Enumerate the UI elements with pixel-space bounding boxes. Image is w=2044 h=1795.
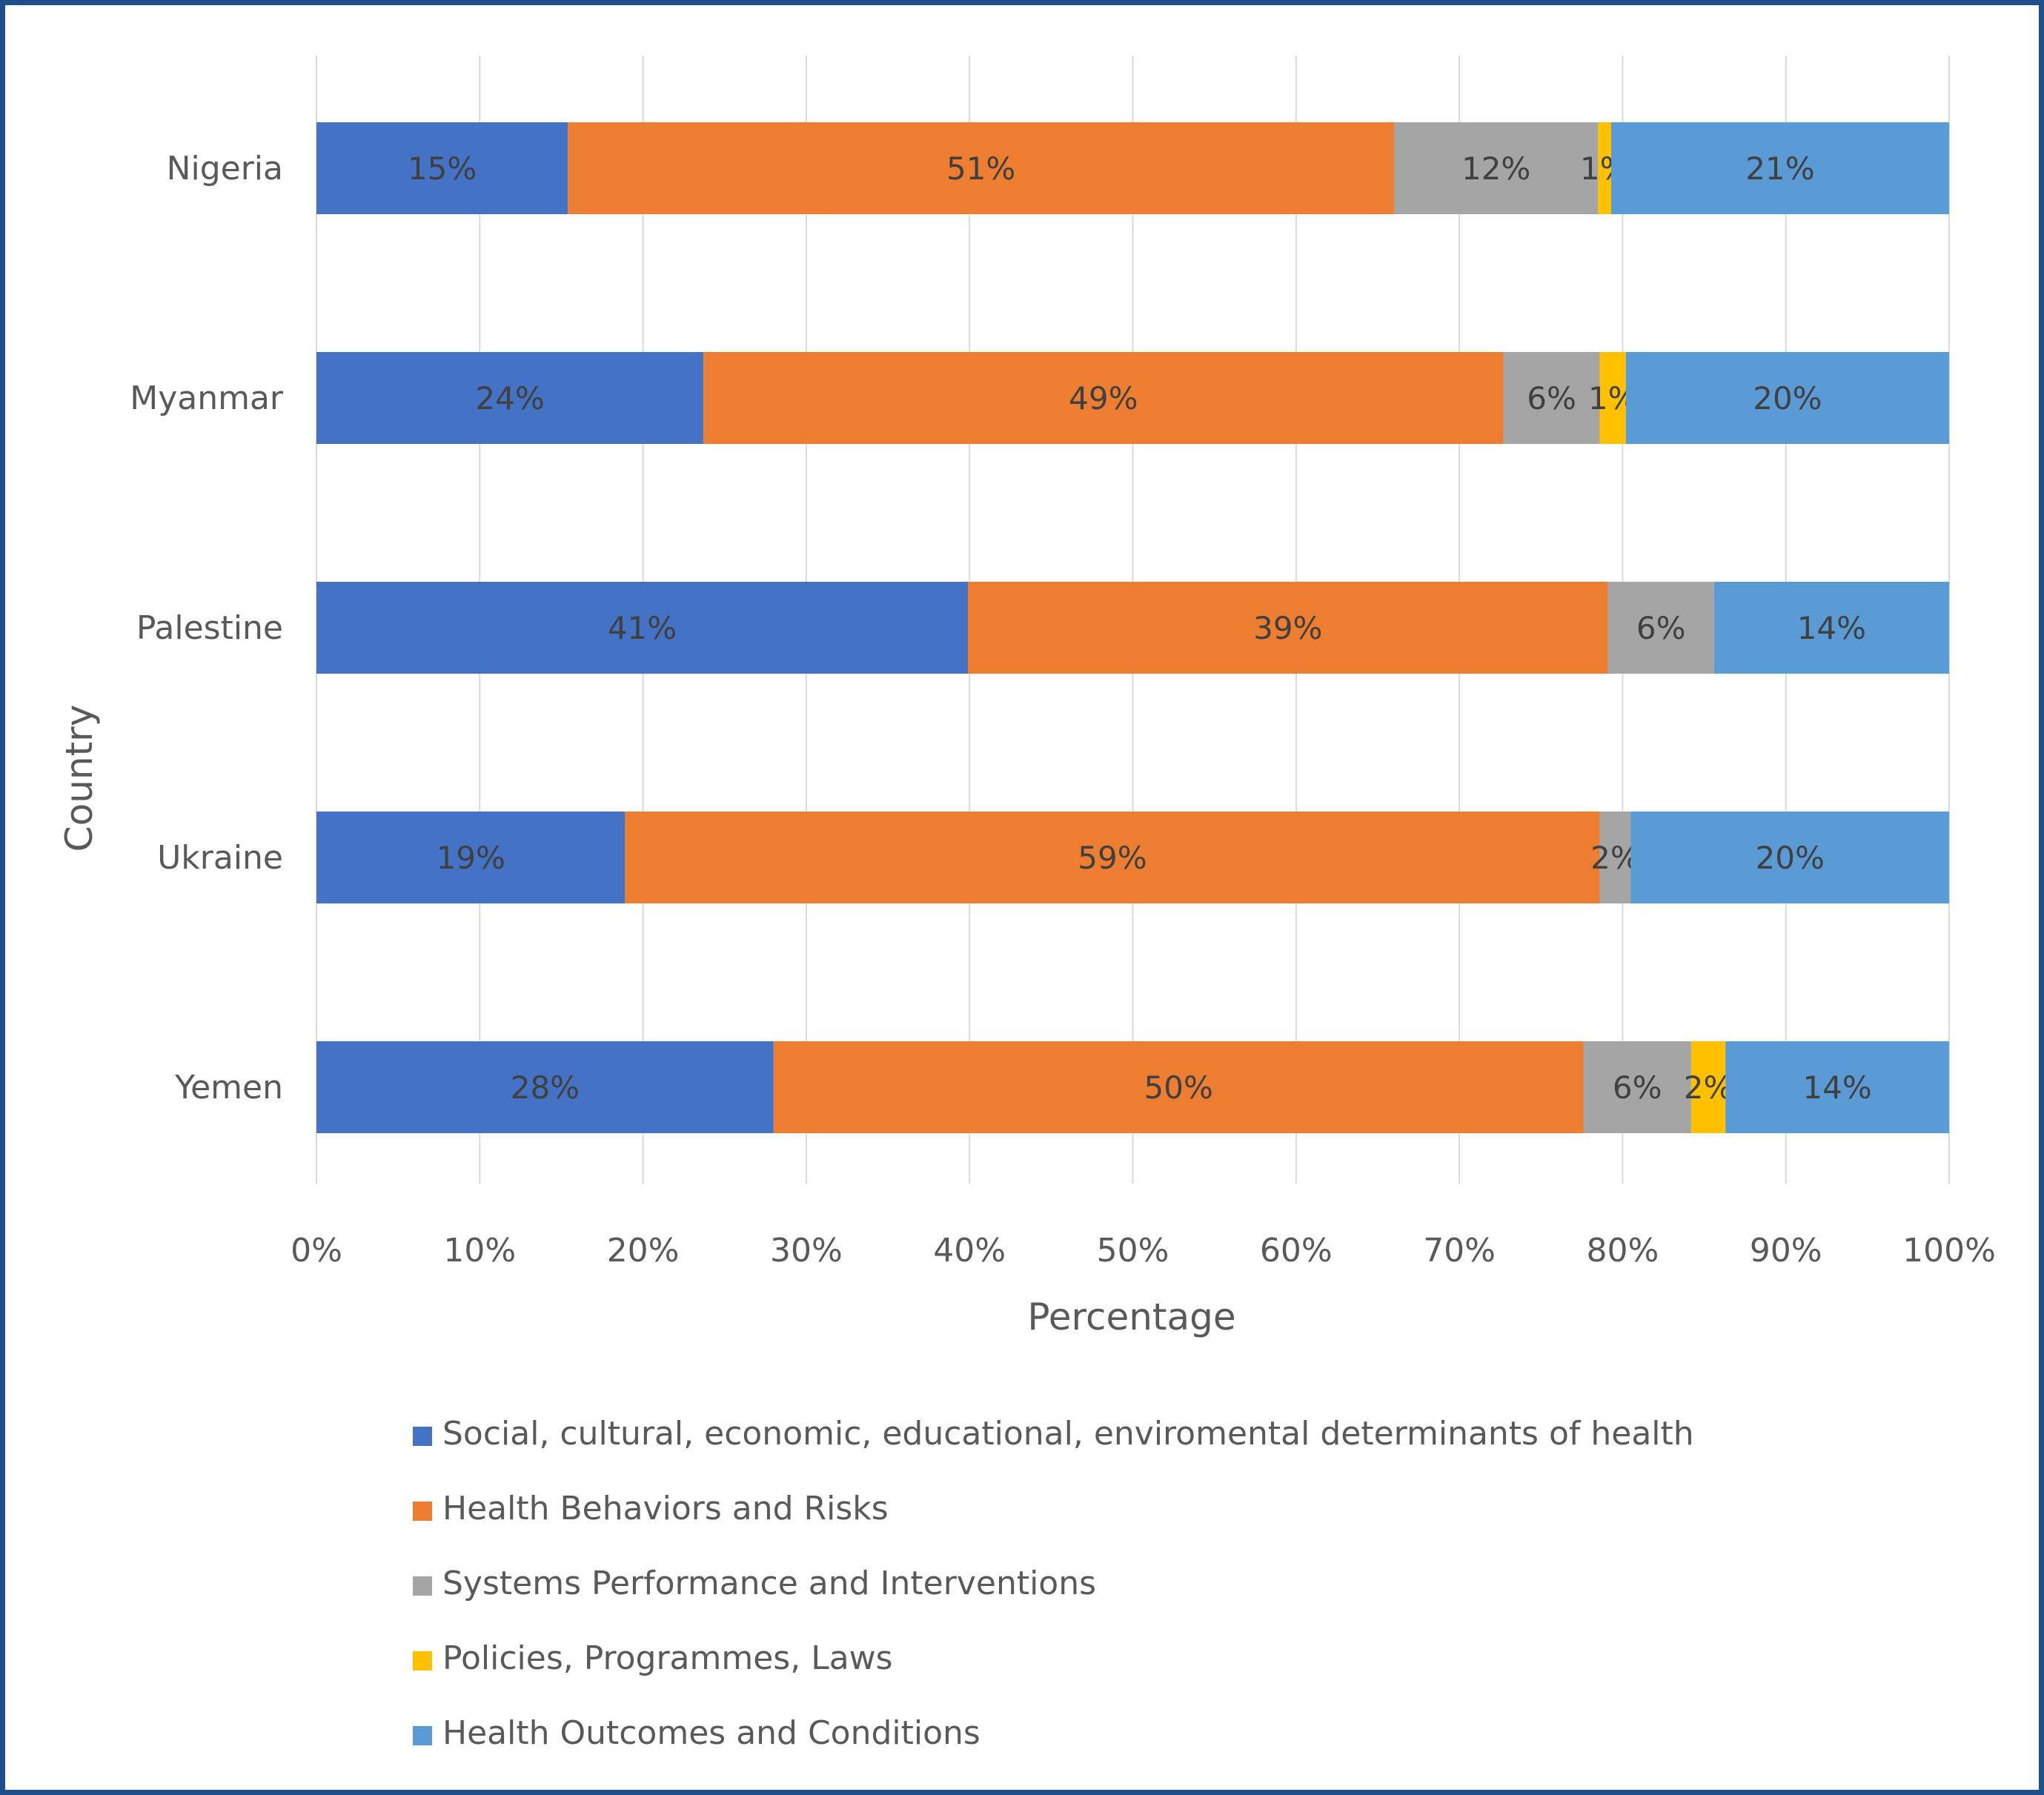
bar-segment [1599, 352, 1626, 444]
bar-segment [773, 1041, 1584, 1133]
x-tick-label: 0% [291, 1232, 342, 1270]
y-axis-title: Country [58, 705, 101, 852]
data-label: 51% [946, 150, 1015, 187]
legend-swatch [413, 1576, 432, 1596]
bar-segment [1690, 1041, 1726, 1133]
legend-label: Health Outcomes and Conditions [442, 1714, 980, 1752]
x-tick-label: 10% [443, 1232, 516, 1270]
legend-swatch [413, 1651, 432, 1670]
bar-segment [316, 582, 968, 674]
data-label: 19% [437, 840, 505, 876]
category-label: Ukraine [157, 839, 283, 877]
x-tick-label: 100% [1902, 1232, 1996, 1270]
bars: 15% 51% 12% 1% 21%24% 49% 6% 1% 20%41% 39% 6% 14%19… [316, 122, 1949, 1133]
bar-segment [316, 1041, 774, 1133]
data-label: 24% [475, 380, 544, 417]
x-tick-label: 90% [1750, 1232, 1822, 1270]
legend-label: Health Behaviors and Risks [442, 1490, 889, 1527]
data-label: 20% [1753, 380, 1822, 417]
legend: Social, cultural, economic, educational,… [413, 1415, 1694, 1752]
data-label: 15% [408, 150, 477, 187]
bar-segment [967, 582, 1608, 674]
bar-segment [1503, 352, 1600, 444]
x-tick-label: 70% [1423, 1232, 1496, 1270]
data-label: 14% [1797, 610, 1866, 646]
data-label: 50% [1144, 1069, 1213, 1106]
x-axis-title: Percentage [1027, 1295, 1235, 1338]
bar-segment [568, 122, 1394, 214]
bar-segment [1610, 122, 1949, 214]
bar-segment [1607, 582, 1714, 674]
bar-segment [1630, 812, 1949, 903]
x-tick-label: 80% [1587, 1232, 1659, 1270]
data-label: 2% [1684, 1069, 1733, 1106]
legend-swatch [413, 1427, 432, 1446]
data-label: 59% [1078, 840, 1147, 876]
legend-label: Social, cultural, economic, educational,… [442, 1415, 1694, 1453]
category-label: Nigeria [167, 150, 283, 188]
data-label: 12% [1461, 150, 1530, 187]
bar-segment [1725, 1041, 1949, 1133]
bar-segment [1599, 812, 1631, 903]
data-label: 49% [1069, 380, 1138, 417]
category-label: Myanmar [130, 379, 284, 417]
x-tick-label: 30% [770, 1232, 843, 1270]
data-label: 6% [1527, 380, 1576, 417]
x-tick-label: 60% [1260, 1232, 1333, 1270]
category-label: Yemen [174, 1069, 283, 1106]
data-label: 6% [1636, 610, 1686, 646]
legend-label: Systems Performance and Interventions [442, 1565, 1096, 1602]
bar-segment [316, 352, 704, 444]
bar-segment [1625, 352, 1949, 444]
bar-segment [316, 812, 626, 903]
legend-swatch [413, 1502, 432, 1521]
data-label: 39% [1253, 610, 1322, 646]
bar-segment [625, 812, 1600, 903]
bar-segment [1583, 1041, 1691, 1133]
data-label: 21% [1745, 150, 1814, 187]
x-tick-label: 40% [933, 1232, 1006, 1270]
stacked-bar-chart: 15% 51% 12% 1% 21%24% 49% 6% 1% 20%41% 39% 6% 14%19… [58, 56, 1996, 1752]
bar-segment [1713, 582, 1949, 674]
data-label: 41% [608, 610, 677, 646]
x-tick-label: 20% [607, 1232, 680, 1270]
data-label: 28% [511, 1069, 580, 1106]
legend-label: Policies, Programmes, Laws [442, 1639, 893, 1677]
data-label: 20% [1756, 840, 1825, 876]
x-tick-label: 50% [1097, 1232, 1169, 1270]
data-label: 14% [1802, 1069, 1871, 1106]
data-label: 6% [1613, 1069, 1662, 1106]
bar-segment [1598, 122, 1611, 214]
bar-segment [316, 122, 568, 214]
category-label: Palestine [136, 609, 283, 647]
legend-swatch [413, 1726, 432, 1745]
bar-segment [1393, 122, 1599, 214]
category-labels: Nigeria Myanmar Palestine Ukraine Yemen [130, 150, 284, 1106]
x-tick-labels: 0% 10% 20% 30% 40% 50% 60% 70% 80% 90% 100% [291, 1232, 1996, 1270]
bar-segment [703, 352, 1504, 444]
